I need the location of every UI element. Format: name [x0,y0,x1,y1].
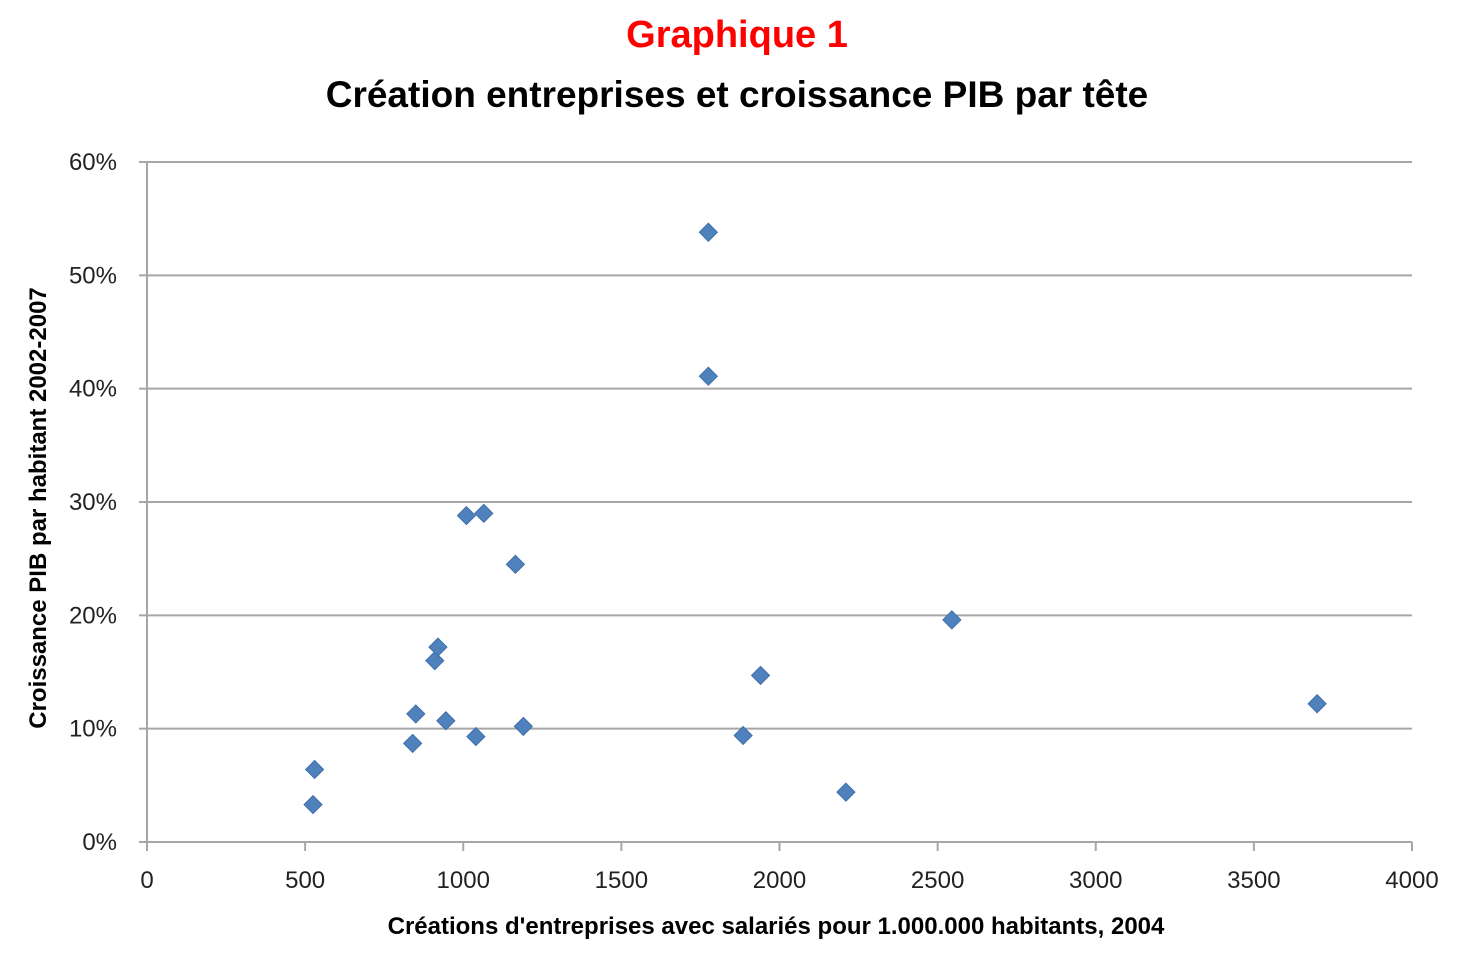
chart-subtitle: Création entreprises et croissance PIB p… [325,74,1149,115]
data-points [303,222,1327,815]
y-tick-label: 0% [82,829,117,856]
data-point [836,782,856,802]
data-point [1307,694,1327,714]
data-point [505,554,526,575]
data-point [750,665,771,686]
y-tick-label: 60% [69,149,117,176]
x-axis-title: Créations d'entreprises avec salariés po… [388,913,1165,940]
data-point [436,711,456,731]
x-tick-label: 4000 [1385,867,1438,894]
x-axis-ticks: 0 500 1000 1500 2000 2500 3000 3500 4000 [140,842,1439,894]
data-point [425,650,445,671]
data-point [474,503,494,524]
y-tick-label: 50% [69,262,117,289]
x-tick-label: 0 [140,867,153,894]
data-point [304,759,325,780]
data-point [513,716,534,737]
data-point [406,704,426,724]
y-axis-title: Croissance PIB par habitant 2002-2007 [25,287,52,729]
x-tick-label: 500 [285,867,325,894]
data-point [303,794,323,815]
data-point [733,725,753,746]
x-tick-label: 3500 [1227,867,1280,894]
y-tick-label: 20% [69,602,117,629]
data-point [698,222,719,242]
x-tick-label: 1000 [437,867,490,894]
y-tick-label: 30% [69,489,117,516]
x-tick-label: 3000 [1069,867,1122,894]
x-tick-label: 2500 [911,867,964,894]
x-tick-label: 1500 [595,867,648,894]
data-point [456,505,477,526]
data-point [698,366,719,386]
data-point [428,637,448,657]
data-point [402,733,423,754]
data-point [942,610,962,630]
y-tick-label: 10% [69,716,117,743]
data-point [466,726,486,747]
x-tick-label: 2000 [753,867,806,894]
chart-title: Graphique 1 [626,14,848,56]
y-tick-label: 40% [69,376,117,403]
gridlines [147,161,1412,730]
y-axis-ticks: 0% 10% 20% 30% 40% 50% 60% [69,149,147,856]
